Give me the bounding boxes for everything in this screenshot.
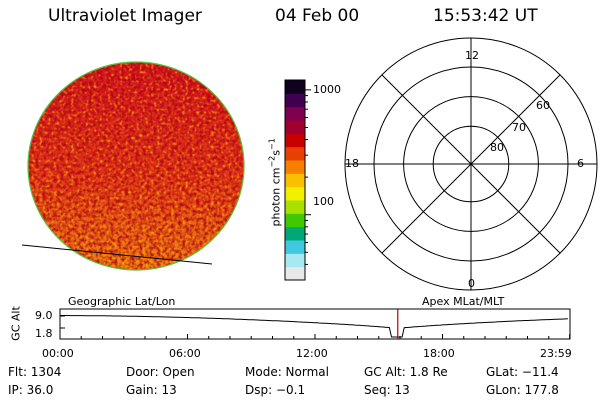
xtick-label: 12:00 — [296, 347, 328, 360]
colorbar-band — [285, 120, 305, 134]
colorbar-band — [285, 240, 305, 254]
mlt-label-12: 12 — [465, 49, 479, 62]
colorbar-band — [285, 226, 305, 241]
colorbar-frame — [284, 79, 306, 281]
colorbar-band — [285, 200, 305, 214]
info-dsp: Dsp: −0.1 — [245, 383, 306, 397]
colorbar-band — [285, 186, 305, 201]
geographic-label: Geographic Lat/Lon — [68, 295, 176, 308]
xtick-label: 00:00 — [42, 347, 74, 360]
mlt-label-18: 18 — [345, 157, 359, 170]
time-label: 15:53:42 UT — [433, 6, 538, 26]
colorbar-band — [285, 80, 305, 94]
instrument-title: Ultraviolet Imager — [48, 6, 202, 26]
disk-limb — [27, 61, 245, 271]
colorbar-band — [285, 106, 305, 121]
colorbar-band — [285, 93, 305, 108]
colorbar-band — [285, 173, 305, 188]
terminator-line — [21, 244, 213, 265]
info-ip: IP: 36.0 — [8, 383, 54, 397]
info-gc-alt: GC Alt: 1.8 Re — [364, 365, 448, 379]
ytick-label: 9.0 — [35, 309, 53, 322]
colorbar-band — [285, 266, 305, 281]
info-gain: Gain: 13 — [126, 383, 177, 397]
ytick-label: 1.8 — [35, 327, 53, 340]
info-glat: GLat: −11.4 — [486, 365, 559, 379]
colorbar-band — [285, 133, 305, 148]
timeline-ticks — [59, 315, 571, 339]
mlt-label-0: 0 — [468, 277, 475, 290]
info-mode: Mode: Normal — [245, 365, 329, 379]
lat-label-60: 60 — [536, 99, 550, 112]
colorbar-ticks — [305, 89, 311, 265]
date-label: 04 Feb 00 — [275, 6, 360, 26]
colorbar-tick-label: 100 — [313, 195, 334, 208]
xtick-label: 06:00 — [169, 347, 201, 360]
info-door: Door: Open — [126, 365, 195, 379]
xtick-label: 18:00 — [423, 347, 455, 360]
altitude-curve — [60, 315, 568, 338]
lat-label-80: 80 — [490, 141, 504, 154]
mlt-label-6: 6 — [577, 157, 584, 170]
timeline-ylabel: GC Alt — [9, 306, 23, 341]
apex-label: Apex MLat/MLT — [422, 295, 505, 308]
info-glon: GLon: 177.8 — [486, 383, 559, 397]
colorbar-band — [285, 253, 305, 268]
uv-image-disk — [28, 62, 244, 270]
xtick-label: 23:59 — [540, 347, 572, 360]
info-flt: Flt: 1304 — [8, 365, 62, 379]
info-seq: Seq: 13 — [364, 383, 410, 397]
colorbar-band — [285, 146, 305, 161]
colorbar — [285, 80, 305, 281]
colorbar-band — [285, 213, 305, 228]
polar-spoke — [381, 74, 561, 254]
lat-label-70: 70 — [512, 121, 526, 134]
colorbar-tick-label: 1000 — [313, 83, 341, 96]
colorbar-label: photon cm−2s−1 — [267, 138, 283, 227]
polar-grid — [344, 37, 598, 291]
colorbar-band — [285, 160, 305, 174]
